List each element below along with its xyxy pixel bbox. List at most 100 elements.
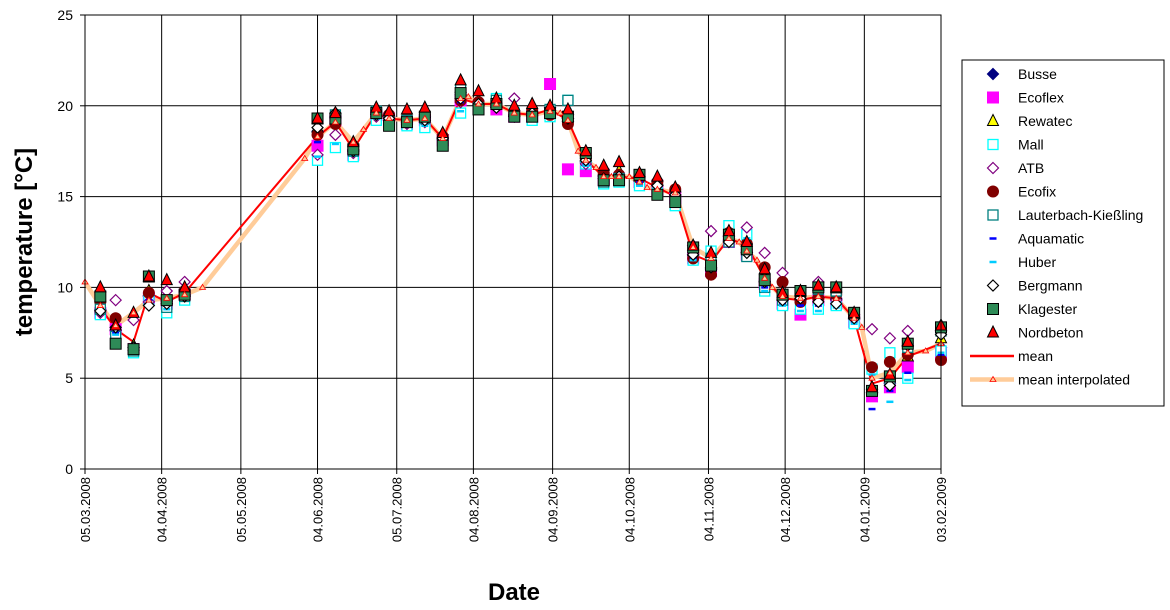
nordbeton-point — [651, 169, 664, 182]
legend-box — [961, 59, 1165, 407]
atb-point — [329, 128, 342, 142]
legend-label-huber: Huber — [1018, 254, 1056, 270]
mean-interpolated-point — [546, 107, 554, 114]
mean-interpolated-point — [796, 294, 805, 301]
bergmann-point — [142, 299, 156, 312]
legend-label-rewatec: Rewatec — [1018, 113, 1072, 129]
nordbeton-point — [561, 101, 575, 115]
atb-point — [740, 221, 754, 234]
mean-interpolated-point — [814, 292, 823, 299]
mean-interpolated-point — [735, 238, 743, 245]
atb-point — [883, 331, 897, 345]
mean-interpolated-point — [778, 292, 787, 299]
legend-swatch-busse — [986, 67, 1000, 81]
klagester-point — [705, 259, 718, 272]
mean-interpolated-point — [403, 116, 411, 123]
mean-interpolated-point — [743, 247, 751, 254]
nordbeton-point — [597, 158, 611, 171]
y-axis-label: temperature [°C] — [11, 148, 38, 336]
mean-interpolated-point — [111, 321, 120, 328]
atb-point — [758, 246, 772, 260]
x-tick-label: 05.03.2008 — [78, 477, 93, 542]
nordbeton-point — [633, 165, 646, 178]
mean-interpolated-point — [582, 156, 590, 163]
ecoflex-point — [544, 78, 557, 91]
interpolated-markers — [81, 92, 945, 381]
legend-label-ecoflex: Ecoflex — [1018, 90, 1064, 106]
mean-interpolated-point — [96, 301, 105, 308]
atb-point — [109, 293, 123, 307]
mean-interpolated-point — [886, 368, 894, 376]
legend-swatch-atb — [986, 161, 1000, 175]
mean-interpolated-point — [921, 347, 930, 354]
klagester-point — [436, 139, 449, 152]
mean-interpolated-point — [510, 109, 518, 116]
legend-swatch-lauterbach-kie-ling — [987, 209, 999, 221]
mean-interpolated-point — [850, 314, 858, 321]
klagester-point — [669, 196, 682, 209]
legend-label-lauterbach-kie-ling: Lauterbach-Kießling — [1018, 207, 1143, 223]
nordbeton-point — [758, 261, 771, 275]
legend: Busse Ecoflex Rewatec Mall ATB Ecofix Lauterba… — [961, 59, 1165, 407]
nordbeton-point — [812, 277, 825, 291]
nordbeton-point — [612, 154, 626, 168]
mean-interpolated-point — [349, 138, 358, 145]
grid — [84, 14, 942, 470]
klagester-point — [383, 119, 396, 132]
atb-point — [704, 224, 718, 238]
mean-interpolated-point — [625, 172, 633, 180]
y-tick-label: 10 — [57, 279, 73, 295]
nordbeton-point — [472, 83, 485, 97]
mean-interpolated-point — [474, 100, 483, 107]
mean-interpolated-point — [528, 111, 536, 118]
mean-interpolated-point — [600, 172, 608, 180]
mean-interpolated-point — [689, 243, 697, 250]
mean-interpolated-point — [464, 92, 472, 100]
legend-swatch-klagester — [987, 303, 999, 315]
mean-interpolated-point — [564, 116, 572, 123]
nordbeton-point — [142, 268, 156, 282]
bergmann-point — [93, 304, 107, 318]
ecofix-point — [883, 355, 896, 368]
ecofix-point — [866, 361, 879, 374]
legend-label-ecofix: Ecofix — [1018, 184, 1056, 200]
mean-interpolated-point — [574, 147, 582, 154]
y-tick-label: 25 — [57, 7, 73, 23]
bergmann-point — [812, 295, 825, 309]
mall-point — [902, 372, 914, 384]
x-tick-label: 04.01.2009 — [857, 477, 872, 542]
nordbeton-point — [454, 72, 467, 86]
nordbeton-point — [329, 105, 342, 119]
nordbeton-point — [311, 110, 324, 124]
atb-point — [865, 322, 879, 336]
klagester-point — [94, 290, 107, 303]
x-tick-label: 04.09.2008 — [546, 477, 561, 542]
nordbeton-point — [160, 272, 174, 286]
mall-point — [329, 141, 342, 154]
mean-interpolated-point — [359, 125, 368, 132]
mean-interpolated-point — [904, 348, 912, 356]
mean-interpolated-point — [753, 256, 761, 263]
x-tick-label: 04.12.2008 — [778, 477, 793, 542]
x-tick-label: 04.08.2008 — [466, 477, 481, 542]
nordbeton-point — [94, 279, 107, 293]
nordbeton-point — [400, 101, 414, 115]
legend-label-atb: ATB — [1018, 160, 1044, 176]
legend-swatch-ecofix — [987, 185, 999, 198]
mean-interpolated-point — [707, 254, 715, 261]
nordbeton-point — [865, 379, 879, 393]
nordbeton-point — [829, 279, 843, 293]
mean-interpolated-point — [331, 118, 340, 125]
mean-interpolated-point — [456, 94, 465, 101]
mean-interpolated-point — [592, 163, 600, 170]
mean-interpolated-point — [635, 178, 644, 185]
y-axis-ticks: 0 5 10 15 20 25 — [57, 7, 85, 477]
mean-interpolated-point — [129, 309, 138, 316]
mean-interpolated-point — [643, 183, 651, 190]
ecoflex-point — [561, 163, 574, 176]
x-tick-label: 04.10.2008 — [622, 477, 637, 542]
x-tick-label: 04.11.2008 — [701, 477, 716, 541]
legend-label-mean-interpolated: mean interpolated — [1018, 372, 1130, 388]
